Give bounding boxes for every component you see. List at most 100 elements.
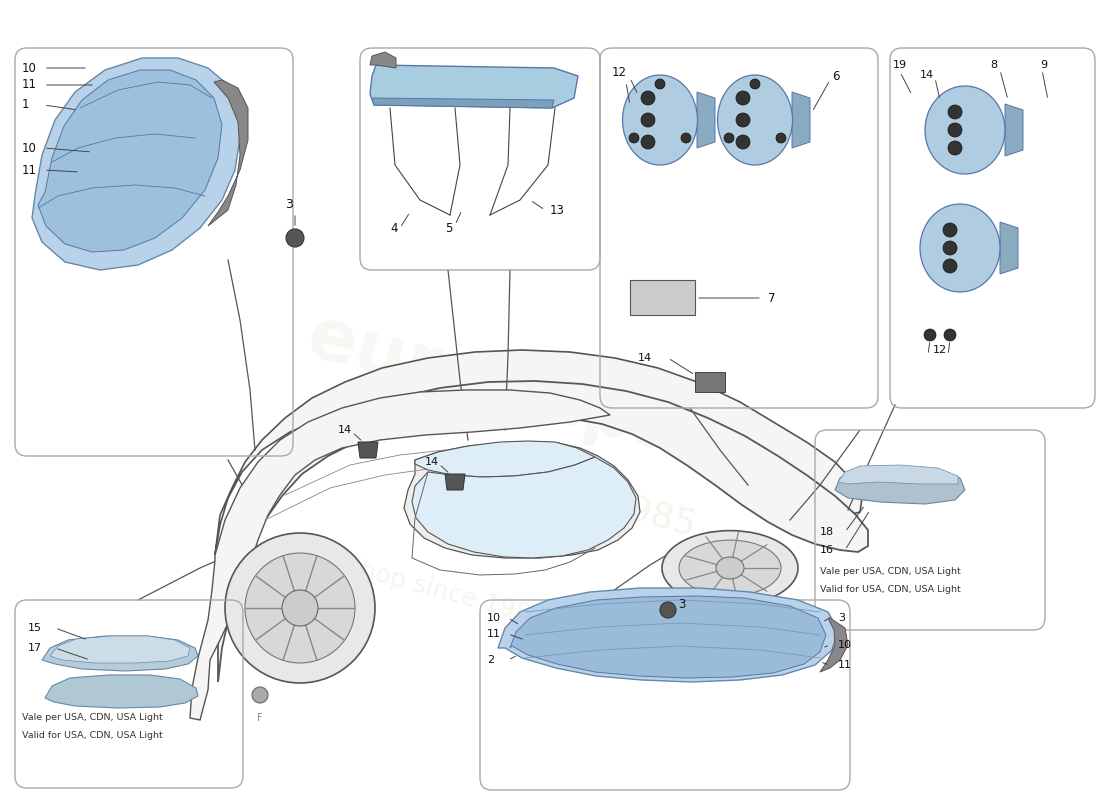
Circle shape — [641, 91, 654, 105]
Circle shape — [736, 91, 750, 105]
Text: 4: 4 — [390, 222, 397, 234]
Text: 12: 12 — [612, 66, 627, 78]
Polygon shape — [45, 675, 198, 708]
Bar — [630, 280, 695, 315]
Circle shape — [750, 79, 760, 89]
Text: 14: 14 — [920, 70, 934, 80]
Text: 2: 2 — [487, 655, 494, 665]
Ellipse shape — [662, 530, 798, 606]
Text: 10: 10 — [22, 62, 37, 74]
Circle shape — [944, 329, 956, 341]
Circle shape — [736, 113, 750, 127]
Text: 13: 13 — [550, 203, 565, 217]
Text: 3: 3 — [285, 198, 293, 211]
Circle shape — [948, 123, 962, 137]
Polygon shape — [218, 381, 868, 682]
Circle shape — [629, 133, 639, 143]
Circle shape — [948, 141, 962, 155]
Text: 18: 18 — [820, 527, 834, 537]
Circle shape — [943, 259, 957, 273]
Text: 1: 1 — [22, 98, 30, 111]
Text: 11: 11 — [22, 163, 37, 177]
Text: since 1985: since 1985 — [500, 458, 700, 542]
Text: 8: 8 — [990, 60, 997, 70]
Text: 10: 10 — [838, 640, 853, 650]
Polygon shape — [42, 636, 198, 671]
Text: a parts shop since 1985: a parts shop since 1985 — [252, 530, 548, 630]
Circle shape — [724, 133, 734, 143]
Text: Valid for USA, CDN, USA Light: Valid for USA, CDN, USA Light — [820, 586, 960, 594]
Text: 7: 7 — [768, 291, 776, 305]
Polygon shape — [792, 92, 810, 148]
Text: 11: 11 — [22, 78, 37, 91]
Text: europaparts: europaparts — [299, 302, 801, 498]
Polygon shape — [838, 465, 958, 484]
Ellipse shape — [925, 86, 1005, 174]
Circle shape — [245, 553, 355, 663]
Circle shape — [681, 133, 691, 143]
Polygon shape — [404, 442, 640, 558]
Polygon shape — [190, 390, 610, 720]
Circle shape — [736, 135, 750, 149]
Circle shape — [252, 687, 268, 703]
Circle shape — [943, 241, 957, 255]
Polygon shape — [32, 58, 240, 270]
Polygon shape — [446, 474, 465, 490]
Text: 14: 14 — [638, 353, 652, 363]
Text: 10: 10 — [487, 613, 500, 623]
Text: 14: 14 — [338, 425, 352, 435]
Polygon shape — [835, 468, 965, 504]
Ellipse shape — [716, 557, 744, 579]
Bar — [695, 372, 725, 392]
Text: Vale per USA, CDN, USA Light: Vale per USA, CDN, USA Light — [22, 714, 163, 722]
Text: 5: 5 — [446, 222, 452, 234]
Text: 9: 9 — [1040, 60, 1047, 70]
Circle shape — [943, 223, 957, 237]
Polygon shape — [820, 618, 848, 672]
Ellipse shape — [920, 204, 1000, 292]
Text: 17: 17 — [28, 643, 42, 653]
Circle shape — [924, 329, 936, 341]
Text: 12: 12 — [933, 345, 947, 355]
Polygon shape — [39, 70, 222, 252]
Text: 14: 14 — [425, 457, 439, 467]
Polygon shape — [697, 92, 715, 148]
Text: 6: 6 — [832, 70, 839, 82]
Text: 11: 11 — [838, 660, 853, 670]
Polygon shape — [50, 636, 190, 663]
Polygon shape — [214, 350, 862, 555]
Text: 10: 10 — [22, 142, 37, 154]
Text: 3: 3 — [678, 598, 685, 611]
Text: 16: 16 — [820, 545, 834, 555]
Polygon shape — [510, 596, 826, 678]
Circle shape — [641, 113, 654, 127]
Ellipse shape — [623, 75, 697, 165]
Text: 15: 15 — [28, 623, 42, 633]
Circle shape — [654, 79, 666, 89]
Ellipse shape — [717, 75, 792, 165]
Polygon shape — [208, 80, 248, 226]
Polygon shape — [412, 457, 636, 558]
Polygon shape — [370, 65, 578, 108]
Circle shape — [641, 135, 654, 149]
Polygon shape — [1000, 222, 1018, 274]
Text: 3: 3 — [838, 613, 845, 623]
Polygon shape — [415, 441, 595, 477]
Polygon shape — [1005, 104, 1023, 156]
Text: F: F — [257, 713, 263, 723]
Ellipse shape — [679, 540, 781, 596]
Circle shape — [660, 602, 676, 618]
Circle shape — [286, 229, 304, 247]
Text: 11: 11 — [487, 629, 500, 639]
Polygon shape — [358, 442, 378, 458]
Circle shape — [282, 590, 318, 626]
Polygon shape — [370, 52, 396, 68]
Text: Valid for USA, CDN, USA Light: Valid for USA, CDN, USA Light — [22, 731, 163, 741]
Polygon shape — [498, 588, 838, 682]
Circle shape — [948, 105, 962, 119]
Text: 19: 19 — [893, 60, 907, 70]
Text: Vale per USA, CDN, USA Light: Vale per USA, CDN, USA Light — [820, 567, 960, 577]
Circle shape — [226, 533, 375, 683]
Polygon shape — [372, 98, 554, 108]
Circle shape — [776, 133, 786, 143]
